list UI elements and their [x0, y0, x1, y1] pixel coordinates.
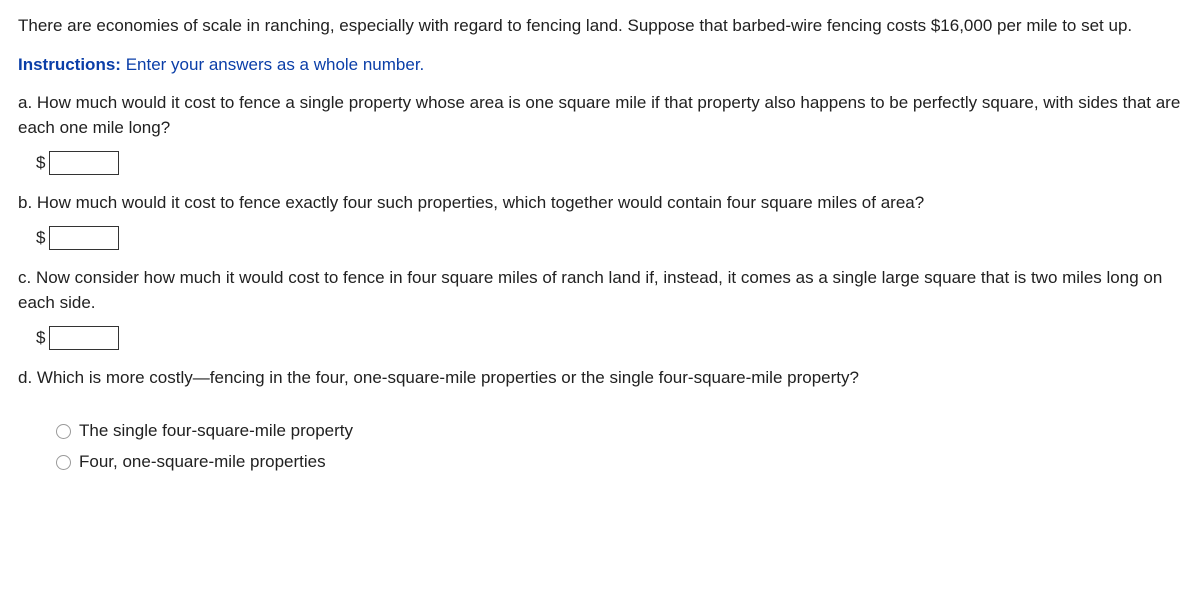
intro-text: There are economies of scale in ranching…	[18, 14, 1182, 39]
question-c-prompt: c. Now consider how much it would cost t…	[18, 266, 1182, 315]
question-c-answer-row: $	[36, 326, 1182, 351]
currency-symbol: $	[36, 326, 45, 351]
option-row-1: The single four-square-mile property	[56, 419, 1182, 444]
question-b-answer-row: $	[36, 226, 1182, 251]
option-1-radio[interactable]	[56, 424, 71, 439]
option-1-label: The single four-square-mile property	[79, 419, 353, 444]
question-b-input[interactable]	[49, 226, 119, 250]
question-a-input[interactable]	[49, 151, 119, 175]
question-a-answer-row: $	[36, 151, 1182, 176]
option-2-label: Four, one-square-mile properties	[79, 450, 326, 475]
question-page: There are economies of scale in ranching…	[0, 0, 1200, 494]
currency-symbol: $	[36, 151, 45, 176]
question-c-input[interactable]	[49, 326, 119, 350]
question-a-prompt: a. How much would it cost to fence a sin…	[18, 91, 1182, 140]
option-row-2: Four, one-square-mile properties	[56, 450, 1182, 475]
instructions-label: Instructions:	[18, 55, 121, 74]
currency-symbol: $	[36, 226, 45, 251]
option-2-radio[interactable]	[56, 455, 71, 470]
instructions-line: Instructions: Enter your answers as a wh…	[18, 53, 1182, 78]
question-b-prompt: b. How much would it cost to fence exact…	[18, 191, 1182, 216]
question-d-options: The single four-square-mile property Fou…	[56, 419, 1182, 474]
question-d-prompt: d. Which is more costly—fencing in the f…	[18, 366, 1182, 391]
instructions-text: Enter your answers as a whole number.	[126, 55, 425, 74]
